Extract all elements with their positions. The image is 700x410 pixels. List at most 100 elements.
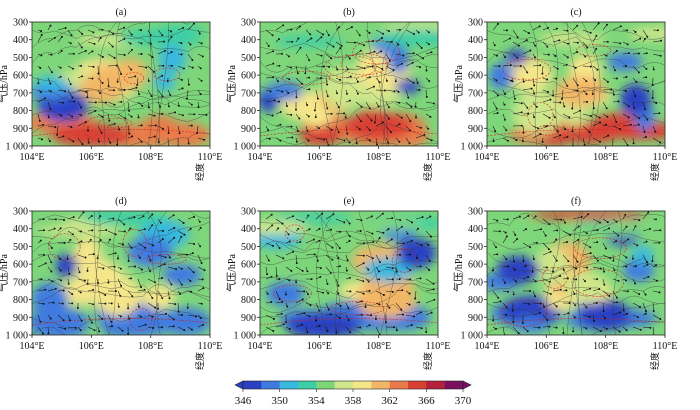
panel-frame [259, 210, 439, 336]
y-axis-label: 气压/hPa [225, 65, 238, 103]
y-tick-label: 300 [468, 18, 483, 29]
x-tick-label: 104°E [247, 341, 272, 352]
y-tick-label: 300 [241, 207, 256, 218]
x-axis-label: 经度 [194, 352, 205, 370]
x-tick-label: 108°E [593, 341, 618, 352]
colorbar-segment [316, 381, 335, 389]
contour-lines [487, 211, 665, 335]
colorbar-segment [353, 381, 372, 389]
theta-e-field [32, 22, 210, 146]
y-tick-label: 1 000 [6, 142, 29, 153]
theta-e-field [260, 211, 438, 335]
y-tick-label: 700 [13, 277, 28, 288]
y-axis-label: 气压/hPa [0, 65, 10, 103]
y-tick-label: 500 [13, 242, 28, 253]
panel-label: (a) [115, 7, 126, 18]
x-tick-label: 110°E [653, 152, 678, 163]
colorbar-segment [261, 381, 280, 389]
y-tick-label: 800 [13, 295, 28, 306]
y-tick-label: 400 [241, 224, 256, 235]
x-tick-label: 104°E [19, 341, 44, 352]
y-tick-label: 500 [241, 242, 256, 253]
y-tick-label: 700 [468, 88, 483, 99]
theta-e-field [487, 211, 665, 335]
colorbar-tick-label: 354 [308, 395, 325, 407]
colorbar-tick-label: 346 [235, 395, 252, 407]
x-tick-label: 108°E [593, 152, 618, 163]
y-tick-label: 900 [241, 313, 256, 324]
panel-frame [31, 21, 211, 147]
colorbar-tick-label: 350 [271, 395, 288, 407]
field-patches [260, 22, 438, 146]
x-tick-label: 108°E [366, 152, 391, 163]
x-tick-label: 104°E [247, 152, 272, 163]
y-axis-label: 气压/hPa [452, 254, 465, 292]
colorbar-segment [298, 381, 317, 389]
red-contours [32, 67, 210, 143]
panel-frame [259, 21, 439, 147]
colorbar-segment [243, 381, 262, 389]
panel-label: (e) [343, 196, 354, 207]
x-tick-label: 110°E [198, 152, 223, 163]
y-tick-label: 400 [13, 224, 28, 235]
y-tick-label: 700 [13, 88, 28, 99]
colorbar-segment [426, 381, 445, 389]
y-tick-label: 1 000 [234, 331, 257, 342]
x-axis-label: 经度 [194, 163, 205, 181]
wind-vectors [37, 22, 208, 146]
colorbar-segment [444, 381, 464, 389]
y-tick-label: 400 [241, 35, 256, 46]
y-tick-label: 400 [468, 224, 483, 235]
x-tick-label: 106°E [307, 341, 332, 352]
x-tick-label: 106°E [79, 341, 104, 352]
x-tick-label: 110°E [426, 341, 451, 352]
theta-e-field [32, 211, 210, 335]
panel-label: (d) [115, 196, 127, 207]
x-axis-label: 经度 [422, 163, 433, 181]
y-tick-label: 500 [241, 53, 256, 64]
x-tick-label: 108°E [138, 341, 163, 352]
y-tick-label: 300 [13, 18, 28, 29]
red-contours [487, 44, 665, 137]
red-contours [260, 224, 438, 326]
y-tick-label: 600 [468, 71, 483, 82]
y-tick-label: 900 [468, 124, 483, 135]
y-tick-label: 600 [241, 71, 256, 82]
colorbar-tick-label: 358 [345, 395, 362, 407]
y-tick-label: 500 [468, 242, 483, 253]
wind-vectors [37, 211, 206, 335]
x-tick-label: 108°E [138, 152, 163, 163]
y-tick-label: 1 000 [461, 331, 484, 342]
y-tick-label: 800 [13, 106, 28, 117]
y-tick-label: 600 [13, 260, 28, 271]
y-tick-label: 800 [241, 106, 256, 117]
colorbar-tick-label: 366 [418, 395, 435, 407]
x-tick-label: 106°E [307, 152, 332, 163]
colorbar-segment [408, 381, 427, 389]
colorbar-segment [334, 381, 354, 389]
x-tick-label: 110°E [653, 341, 678, 352]
y-tick-label: 900 [13, 124, 28, 135]
wind-vectors [265, 24, 435, 146]
y-tick-label: 600 [241, 260, 256, 271]
y-tick-label: 600 [468, 260, 483, 271]
y-tick-label: 700 [468, 277, 483, 288]
x-axis-label: 经度 [649, 352, 660, 370]
x-tick-label: 106°E [79, 152, 104, 163]
y-tick-label: 500 [468, 53, 483, 64]
y-tick-label: 800 [241, 295, 256, 306]
wind-vectors [265, 212, 436, 335]
colorbar: 346 350 354 358 362 366 370 [234, 380, 472, 407]
x-tick-label: 106°E [534, 152, 559, 163]
y-tick-label: 400 [468, 35, 483, 46]
colorbar-max-arrow [462, 380, 472, 390]
field-patches [260, 213, 438, 335]
panel-label: (f) [571, 196, 581, 207]
y-tick-label: 900 [241, 124, 256, 135]
x-tick-label: 104°E [474, 152, 499, 163]
y-tick-label: 300 [13, 207, 28, 218]
